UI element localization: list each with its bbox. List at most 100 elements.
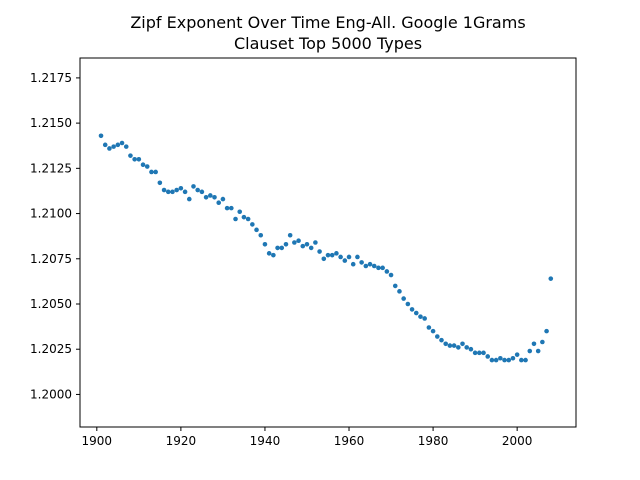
data-point xyxy=(149,169,154,175)
data-point xyxy=(195,187,200,193)
data-point xyxy=(502,357,507,363)
data-point xyxy=(128,153,133,158)
data-point xyxy=(498,355,503,361)
x-tick-label: 1960 xyxy=(334,434,365,448)
data-point xyxy=(350,261,356,267)
y-tick-label: 1.2025 xyxy=(30,342,72,356)
data-point xyxy=(418,314,423,319)
data-point xyxy=(413,310,419,316)
data-point xyxy=(279,245,285,251)
data-point xyxy=(451,343,457,348)
x-tick-label: 1940 xyxy=(250,434,281,448)
data-point xyxy=(464,345,470,350)
data-point xyxy=(338,254,343,260)
plot-area-frame xyxy=(79,57,577,428)
data-point xyxy=(254,227,259,233)
data-point xyxy=(161,187,167,193)
data-point xyxy=(392,283,398,289)
data-point xyxy=(468,346,474,352)
data-point xyxy=(523,357,528,363)
data-point xyxy=(443,341,448,347)
data-point xyxy=(401,296,406,301)
data-point xyxy=(178,185,184,191)
data-point xyxy=(334,251,339,256)
data-point xyxy=(170,189,175,195)
data-point xyxy=(157,180,163,186)
data-point xyxy=(212,194,217,200)
data-point xyxy=(186,196,192,202)
data-point xyxy=(208,193,213,198)
x-axis-ticks: 1900 1920 1940 1960 1980 2000 xyxy=(82,427,533,448)
x-tick-label: 2000 xyxy=(502,434,533,448)
data-point xyxy=(283,242,289,247)
data-point xyxy=(258,232,264,238)
data-point xyxy=(136,156,142,162)
data-point xyxy=(308,245,314,251)
data-points xyxy=(98,133,554,363)
data-point xyxy=(380,265,385,271)
data-point xyxy=(191,184,196,189)
data-point xyxy=(376,265,381,271)
data-point xyxy=(245,216,251,222)
data-point xyxy=(535,348,541,354)
data-point xyxy=(275,245,280,251)
data-point xyxy=(409,307,415,312)
data-point xyxy=(481,350,486,356)
data-point xyxy=(506,357,512,363)
data-point xyxy=(300,243,306,249)
data-point xyxy=(292,240,297,245)
data-point xyxy=(405,301,411,307)
data-point xyxy=(107,146,112,151)
data-point xyxy=(123,144,129,149)
data-point xyxy=(422,316,427,321)
y-tick-label: 1.2125 xyxy=(30,161,72,175)
data-point xyxy=(165,189,171,195)
data-point xyxy=(140,162,146,168)
data-point xyxy=(132,156,137,162)
y-tick-label: 1.2075 xyxy=(30,252,72,266)
data-point xyxy=(325,252,331,258)
data-point xyxy=(111,144,116,149)
data-point xyxy=(430,328,436,334)
data-point xyxy=(119,140,125,146)
data-point xyxy=(367,261,373,267)
chart-title-line-2: Clauset Top 5000 Types xyxy=(234,34,422,53)
data-point xyxy=(460,341,465,347)
data-point xyxy=(527,348,533,354)
x-tick-label: 1900 xyxy=(82,434,113,448)
data-point xyxy=(321,256,327,262)
data-point xyxy=(153,169,158,175)
data-point xyxy=(489,357,495,363)
y-tick-label: 1.2150 xyxy=(30,116,72,130)
data-point xyxy=(456,345,461,350)
data-point xyxy=(220,196,226,202)
data-point xyxy=(346,254,352,260)
data-point xyxy=(359,260,364,265)
data-point xyxy=(102,142,108,148)
data-point xyxy=(355,254,360,260)
data-point xyxy=(485,354,491,359)
data-point xyxy=(434,334,440,339)
data-point xyxy=(182,189,188,195)
data-point xyxy=(313,240,318,245)
data-point xyxy=(510,355,516,361)
data-point xyxy=(199,189,205,195)
data-point xyxy=(287,232,293,238)
data-point xyxy=(439,337,444,343)
data-point xyxy=(203,194,209,200)
data-point xyxy=(229,205,234,211)
data-point xyxy=(514,352,520,357)
data-point xyxy=(271,252,276,258)
y-tick-label: 1.2000 xyxy=(30,387,72,401)
y-axis-ticks: 1.2000 1.2025 1.2050 1.2075 1.2100 1.2125 1.21… xyxy=(30,71,80,401)
data-point xyxy=(250,222,255,227)
data-point xyxy=(397,289,402,294)
data-point xyxy=(266,251,272,256)
data-point xyxy=(224,205,230,211)
data-point xyxy=(115,142,121,148)
data-point xyxy=(447,343,453,348)
data-point xyxy=(304,242,310,247)
data-point xyxy=(477,350,482,356)
data-point xyxy=(384,269,390,274)
